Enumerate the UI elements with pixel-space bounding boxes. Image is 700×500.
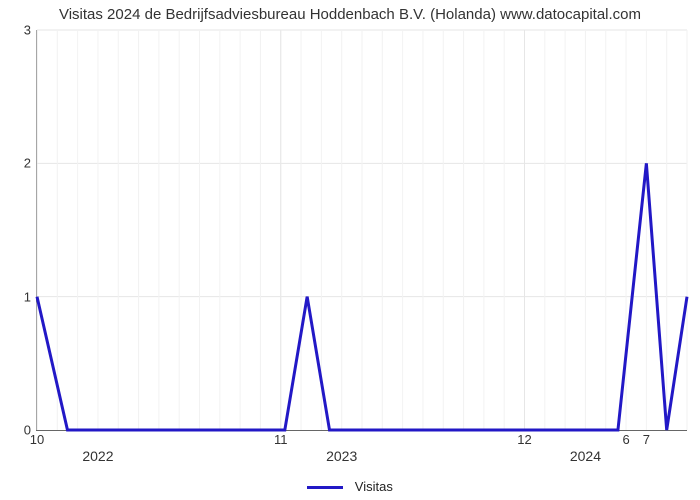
x-year-label: 2022	[82, 430, 113, 464]
plot-area: 012310111267202220232024	[36, 30, 687, 431]
x-month-label: 7	[643, 430, 650, 447]
y-tick-label: 2	[24, 156, 37, 171]
legend-swatch	[307, 486, 343, 489]
x-year-label: 2024	[570, 430, 601, 464]
x-month-label: 10	[30, 430, 44, 447]
x-month-label: 6	[622, 430, 629, 447]
y-tick-label: 1	[24, 289, 37, 304]
y-tick-label: 3	[24, 23, 37, 38]
chart-svg	[37, 30, 687, 430]
chart-container: Visitas 2024 de Bedrijfsadviesbureau Hod…	[0, 0, 700, 500]
x-month-label: 12	[517, 430, 531, 447]
legend: Visitas	[0, 479, 700, 494]
x-month-label: 11	[274, 430, 288, 447]
chart-title: Visitas 2024 de Bedrijfsadviesbureau Hod…	[0, 6, 700, 23]
x-year-label: 2023	[326, 430, 357, 464]
legend-label: Visitas	[355, 479, 393, 494]
